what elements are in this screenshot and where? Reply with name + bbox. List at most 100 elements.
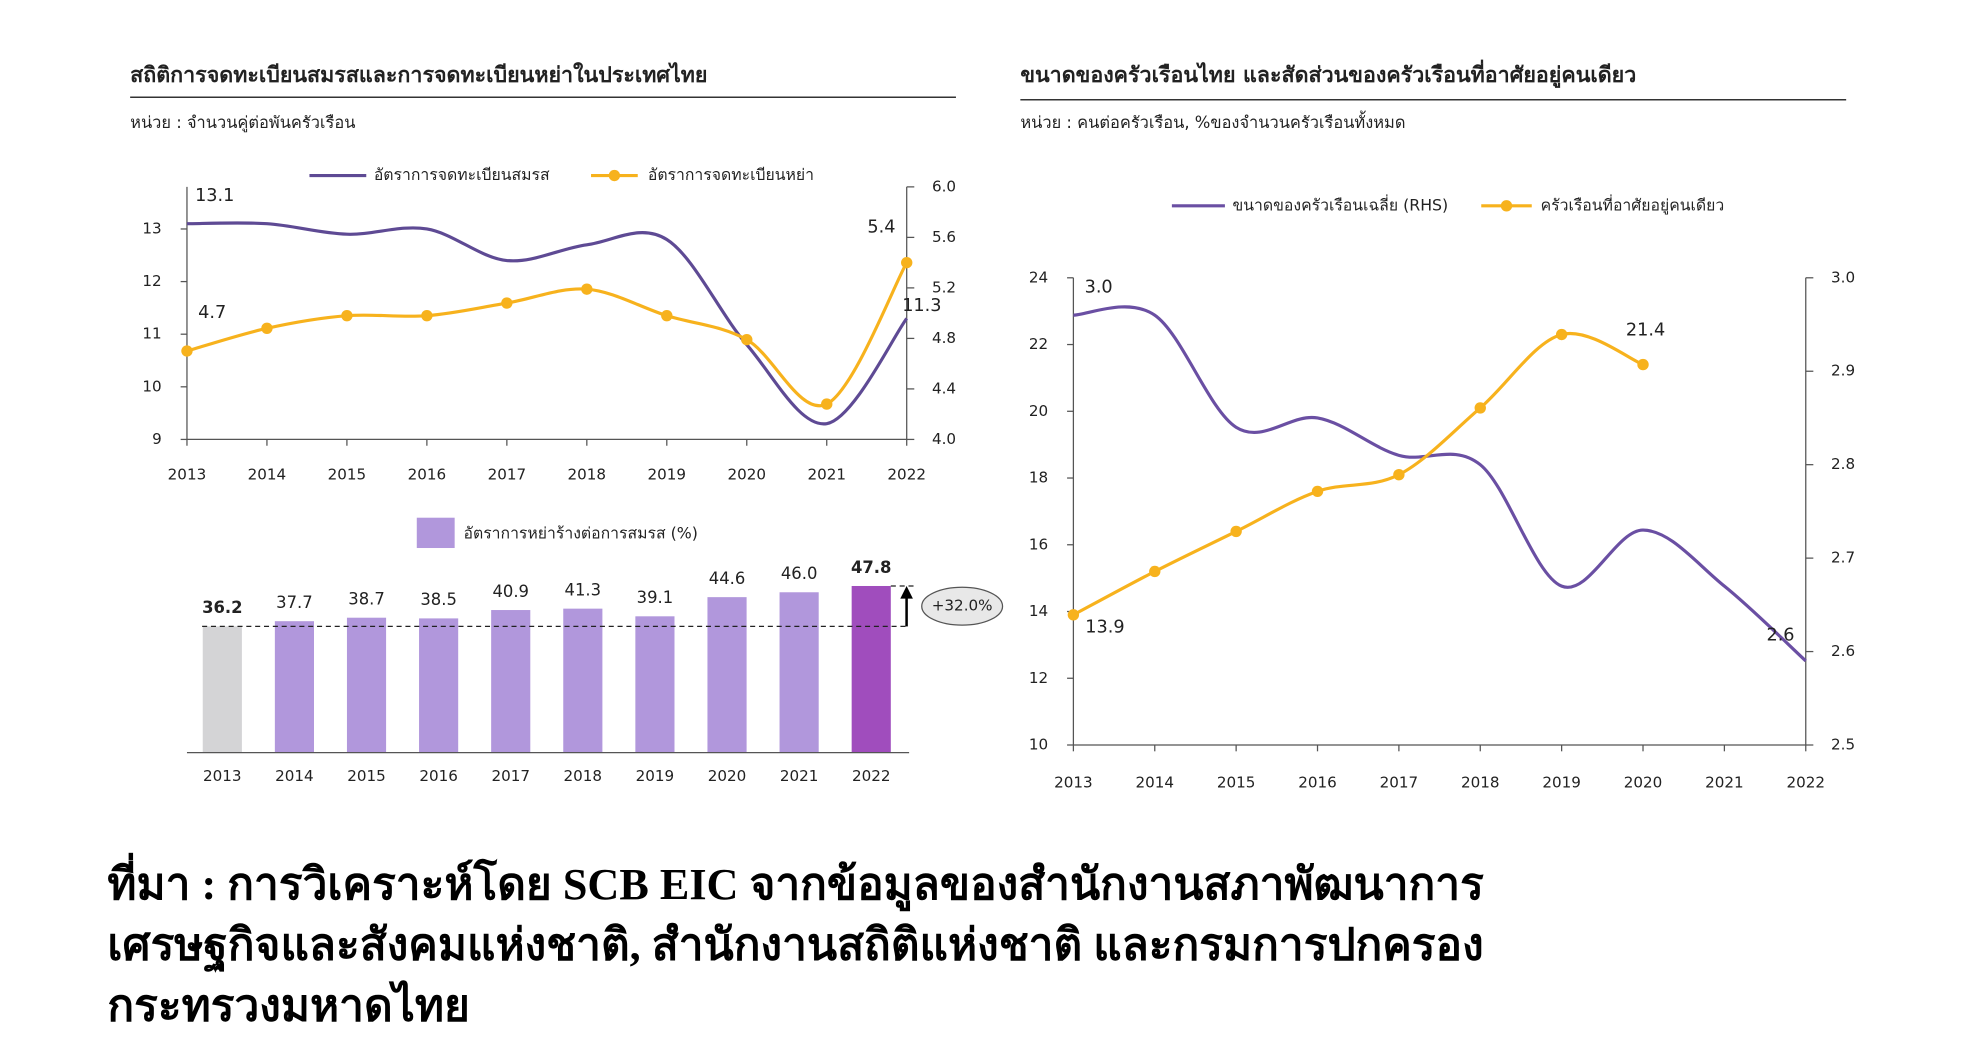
x-tick-label: 2021 (780, 767, 819, 785)
data-label: 40.9 (492, 582, 529, 601)
bar (491, 610, 531, 753)
data-label: 21.4 (1626, 320, 1665, 340)
legend-swatch (416, 517, 455, 549)
x-tick-label: 2014 (1135, 773, 1174, 791)
y-tick-label: 10 (142, 377, 161, 395)
x-tick-label: 2017 (1380, 773, 1419, 791)
x-tick-label: 2015 (1217, 773, 1256, 791)
y2-tick-label: 4.4 (932, 379, 956, 397)
y-tick-label: 16 (1029, 535, 1048, 553)
x-tick-label: 2019 (636, 767, 675, 785)
series-marker (1637, 358, 1649, 371)
x-tick-label: 2022 (1786, 773, 1825, 791)
data-label: 44.6 (709, 569, 746, 588)
y2-tick-label: 5.6 (932, 228, 956, 246)
bar (635, 616, 675, 753)
y2-tick-label: 6.0 (932, 177, 956, 195)
bar (779, 592, 819, 753)
y-tick-label: 20 (1029, 402, 1048, 420)
y-tick-label: 12 (1029, 669, 1048, 687)
legend-label: ครัวเรือนที่อาศัยอยู่คนเดียว (1541, 193, 1725, 215)
bar (202, 626, 242, 753)
data-label: 3.0 (1085, 277, 1113, 297)
bar (419, 618, 459, 753)
series-marker (1149, 565, 1161, 578)
data-label: 47.8 (851, 558, 891, 577)
series-line (1072, 331, 1644, 617)
data-label: 4.7 (198, 303, 226, 323)
legend-label: อัตราการจดทะเบียนหย่า (648, 165, 814, 184)
y-tick-label: 24 (1029, 268, 1048, 286)
series-marker (181, 345, 193, 357)
legend-marker (1500, 200, 1513, 212)
y-tick-label: 10 (1029, 736, 1048, 754)
data-label: 39.1 (637, 588, 674, 607)
data-label: 13.9 (1085, 617, 1124, 637)
bar (851, 585, 891, 753)
data-label: 37.7 (276, 593, 313, 612)
y2-tick-label: 2.9 (1831, 362, 1855, 380)
series-marker (821, 398, 833, 410)
data-label: 11.3 (902, 296, 941, 316)
series-marker (741, 333, 753, 346)
y2-tick-label: 3.0 (1831, 268, 1855, 286)
bar (346, 617, 387, 753)
x-tick-label: 2015 (328, 465, 367, 483)
series-marker (661, 309, 673, 322)
chart-subtitle: หน่วย : จำนวนคู่ต่อพันครัวเรือน (130, 113, 355, 133)
bar (707, 597, 747, 753)
series-marker (261, 322, 273, 334)
chart-subtitle: หน่วย : คนต่อครัวเรือน, %ของจำนวนครัวเรื… (1020, 110, 1405, 132)
x-tick-label: 2021 (1705, 773, 1744, 791)
x-tick-label: 2016 (1298, 773, 1337, 791)
x-tick-label: 2020 (708, 767, 747, 785)
series-marker (1311, 485, 1324, 498)
series-marker (1067, 609, 1080, 621)
legend-label: ขนาดของครัวเรือนเฉลี่ย (RHS) (1232, 193, 1448, 214)
arrow-head (900, 585, 913, 599)
x-tick-label: 2018 (1461, 773, 1500, 791)
series-marker (1474, 402, 1486, 414)
y-tick-label: 11 (142, 325, 161, 343)
y2-tick-label: 4.0 (932, 430, 956, 448)
x-tick-label: 2015 (347, 767, 386, 785)
x-tick-label: 2016 (419, 767, 458, 785)
series-marker (501, 297, 513, 309)
x-tick-label: 2013 (203, 767, 242, 785)
data-label: 5.4 (867, 217, 895, 237)
annotation-bubble (921, 586, 1004, 626)
data-label: 38.5 (420, 590, 457, 609)
y-tick-label: 13 (142, 219, 161, 237)
legend-label: อัตราการหย่าร้างต่อการสมรส (%) (464, 524, 698, 543)
y2-tick-label: 2.8 (1831, 455, 1855, 473)
series-marker (901, 256, 913, 269)
x-tick-label: 2020 (727, 465, 766, 483)
x-tick-label: 2014 (248, 465, 287, 483)
x-tick-label: 2014 (275, 767, 314, 785)
series-line (186, 261, 909, 408)
series-marker (581, 283, 593, 295)
y2-tick-label: 5.2 (932, 278, 956, 296)
y2-tick-label: 2.6 (1831, 642, 1855, 660)
series-marker (1555, 328, 1568, 341)
series-marker (1230, 525, 1242, 538)
x-tick-label: 2018 (568, 465, 607, 483)
x-tick-label: 2020 (1624, 773, 1663, 791)
y-tick-label: 14 (1029, 602, 1048, 620)
x-tick-label: 2017 (488, 465, 527, 483)
y-tick-label: 9 (152, 430, 162, 448)
data-label: 41.3 (565, 580, 602, 599)
x-tick-label: 2013 (168, 465, 207, 483)
x-tick-label: 2018 (564, 767, 603, 785)
y2-tick-label: 2.7 (1831, 549, 1855, 567)
x-tick-label: 2021 (807, 465, 846, 483)
y-tick-label: 12 (142, 272, 161, 290)
data-label: 38.7 (348, 590, 385, 609)
chart-title: สถิติการจดทะเบียนสมรสและการจดทะเบียนหย่า… (130, 61, 707, 88)
y2-tick-label: 2.5 (1831, 736, 1855, 754)
series-marker (1393, 469, 1405, 481)
source-line: ที่มา : การวิเคราะห์โดย SCB EIC จากข้อมู… (107, 853, 1484, 911)
x-tick-label: 2016 (408, 465, 447, 483)
series-marker (421, 309, 433, 322)
data-label: 46.0 (781, 564, 818, 583)
